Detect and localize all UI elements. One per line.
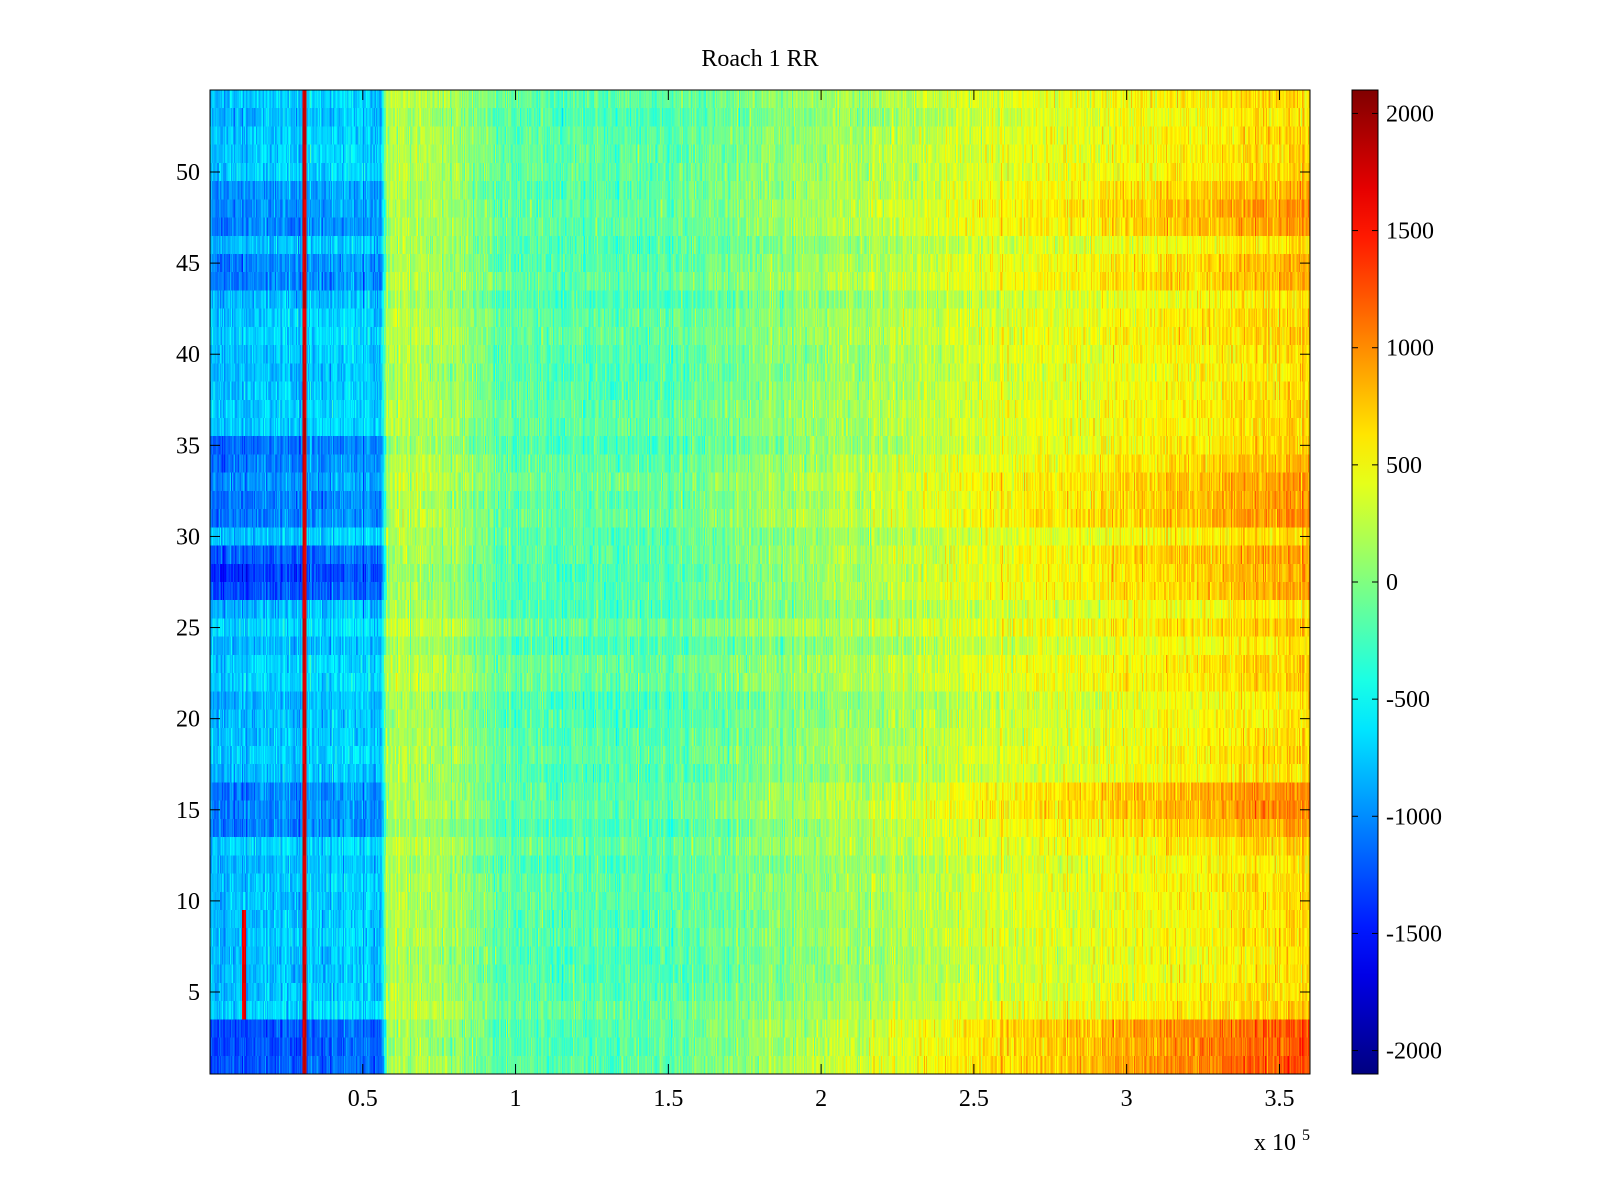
x-axis-multiplier-base: x 10	[1254, 1130, 1296, 1156]
x-tick-label: 2.5	[959, 1086, 989, 1112]
x-tick-label: 2	[815, 1086, 827, 1112]
y-tick-label: 30	[176, 524, 200, 550]
y-tick-label: 20	[176, 707, 200, 733]
colorbar-tick-label: 1500	[1386, 219, 1434, 245]
y-tick-label: 10	[176, 889, 200, 915]
heatmap-cells	[210, 90, 1310, 1074]
y-tick-label: 5	[188, 980, 200, 1006]
colorbar-ticks: 2000 1500 1000 500 0 -500 -1000 -1500 -2000	[1352, 101, 1442, 1065]
colorbar-tick-label: -2000	[1386, 1039, 1442, 1065]
heatmap-image	[210, 90, 1310, 1074]
x-tick-label: 3.5	[1264, 1086, 1294, 1112]
chart-title: Roach 1 RR	[701, 46, 818, 72]
y-tick-label: 15	[176, 798, 200, 824]
y-tick-label: 35	[176, 433, 200, 459]
colorbar-tick-label: -500	[1386, 687, 1430, 713]
y-tick-label: 40	[176, 342, 200, 368]
plot-area-frame	[209, 89, 1311, 1075]
colorbar-tick-label: 500	[1386, 453, 1422, 479]
y-tick-label: 25	[176, 616, 200, 642]
y-axis-ticks: 5 10 15 20 25 30 35 40 45 50	[176, 160, 1310, 1006]
x-axis-ticks: 0.5 1 1.5 2 2.5 3 3.5	[348, 90, 1294, 1112]
x-tick-label: 1.5	[653, 1086, 683, 1112]
x-tick-label: 0.5	[348, 1086, 378, 1112]
colorbar-tick-label: 0	[1386, 570, 1398, 596]
x-tick-label: 1	[510, 1086, 522, 1112]
colorbar-tick-label: -1000	[1386, 804, 1442, 830]
y-tick-label: 45	[176, 251, 200, 277]
x-axis-multiplier: x 10 5	[1254, 1127, 1310, 1156]
colorbar-tick-label: -1500	[1386, 921, 1442, 947]
colorbar-tick-label: 1000	[1386, 336, 1434, 362]
colorbar-tick-label: 2000	[1386, 101, 1434, 127]
y-tick-label: 50	[176, 160, 200, 186]
x-axis-multiplier-exponent: 5	[1302, 1127, 1310, 1144]
x-tick-label: 3	[1121, 1086, 1133, 1112]
